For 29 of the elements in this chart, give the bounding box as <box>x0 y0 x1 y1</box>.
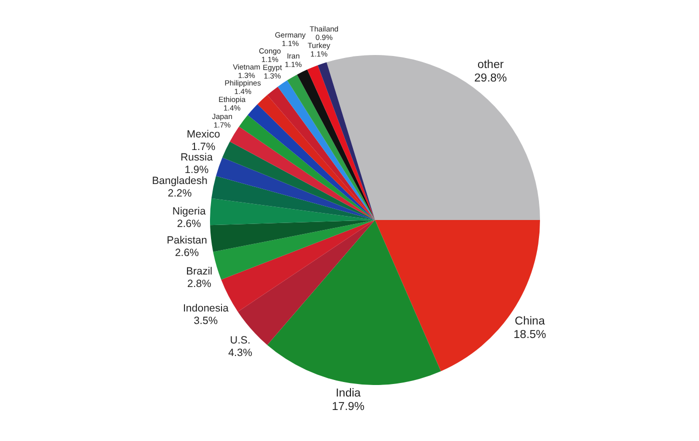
pie-slice <box>210 220 375 252</box>
slice-label: Brazil <box>186 266 212 278</box>
data-label: 1.7% <box>191 141 216 154</box>
slice-label: Nigeria <box>172 205 206 218</box>
pie-slice <box>213 220 375 280</box>
data-label: 17.9% <box>332 400 365 413</box>
data-label: 18.5% <box>514 329 546 342</box>
pie-slice <box>307 65 375 220</box>
pie-slice <box>267 220 441 385</box>
slice-label: U.S. <box>230 334 250 346</box>
slice-label: Bangladesh <box>152 174 208 187</box>
data-label: 1.9% <box>184 164 209 176</box>
slice-label: Mexico <box>186 128 220 141</box>
pie-slice <box>318 62 375 220</box>
slice-label: Russia <box>180 152 213 164</box>
data-label: 4.3% <box>228 346 252 359</box>
data-label: 29.8% <box>474 72 507 84</box>
data-label: 2.2% <box>168 187 192 200</box>
data-label: 2.6% <box>177 218 201 230</box>
slice-label: China <box>514 316 546 328</box>
pie-slice <box>210 198 375 226</box>
slice-label: other <box>477 58 504 71</box>
data-label: 3.5% <box>194 315 218 328</box>
data-label: 2.6% <box>174 247 199 260</box>
slice-label: India <box>336 387 362 400</box>
slice-label: Pakistan <box>166 234 208 247</box>
data-label: 2.8% <box>187 278 212 290</box>
pie-slice <box>326 55 540 220</box>
slice-label: Indonesia <box>183 302 229 315</box>
